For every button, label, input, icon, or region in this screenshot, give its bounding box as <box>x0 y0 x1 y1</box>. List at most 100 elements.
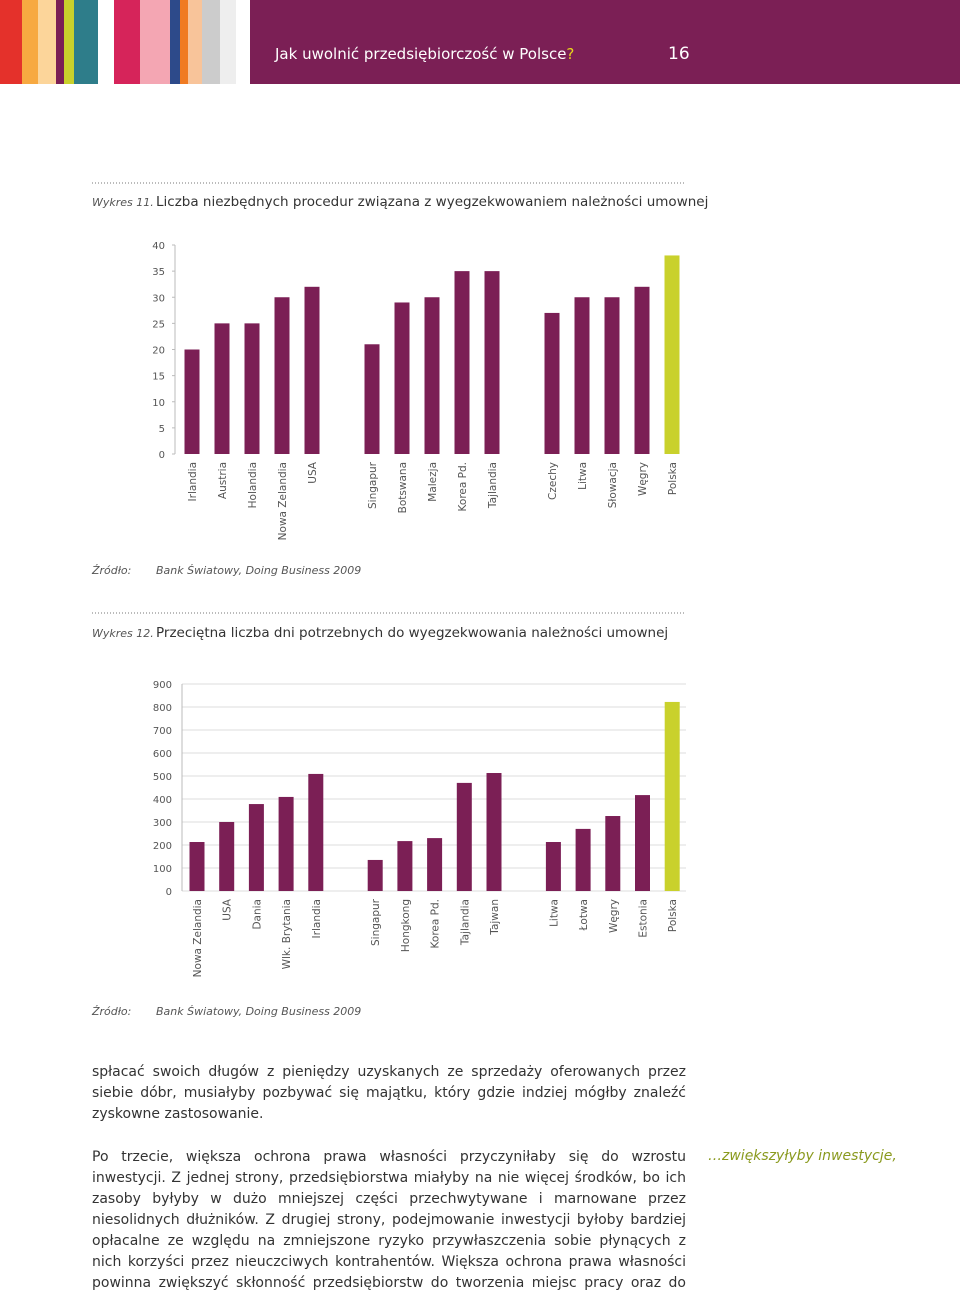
stripe <box>0 0 22 84</box>
x-tick-label: Polska <box>667 462 679 495</box>
x-tick-label: Czechy <box>547 462 559 500</box>
stripe <box>56 0 64 84</box>
x-tick-label: Łotwa <box>578 899 590 931</box>
x-tick-label: USA <box>307 461 319 484</box>
y-tick-label: 15 <box>152 372 165 383</box>
x-tick-label: Irlandia <box>187 462 199 501</box>
y-tick-label: 200 <box>153 841 172 852</box>
side-note: …zwiększyłyby inwestycje, <box>708 1148 897 1164</box>
x-tick-label: Korea Pd. <box>457 462 469 511</box>
x-tick-label: Nowa Zelandia <box>277 462 289 540</box>
bar <box>664 255 680 454</box>
x-tick-label: Węgry <box>608 899 620 933</box>
chart-label: Wykres 12. <box>92 627 154 640</box>
y-tick-label: 5 <box>159 424 165 435</box>
stripe <box>114 0 140 84</box>
bar <box>605 816 621 891</box>
title-mark: ? <box>566 45 575 63</box>
source: Bank Światowy, Doing Business 2009 <box>156 1005 361 1018</box>
paragraph: spłacać swoich długów z pieniędzy uzyska… <box>92 1064 686 1122</box>
y-tick-label: 600 <box>153 749 172 760</box>
bar <box>574 297 590 454</box>
source: Bank Światowy, Doing Business 2009 <box>156 564 361 577</box>
bar <box>394 302 410 454</box>
stripe <box>38 0 56 84</box>
bar <box>604 297 620 454</box>
y-tick-label: 35 <box>152 267 165 278</box>
y-tick-label: 800 <box>153 703 172 714</box>
bar <box>664 701 680 891</box>
x-tick-label: Irlandia <box>311 899 323 938</box>
x-tick-label: Tajlandia <box>459 899 471 946</box>
bar <box>244 323 260 454</box>
bar <box>184 349 200 454</box>
bar <box>397 841 413 891</box>
y-tick-label: 500 <box>153 772 172 783</box>
bar <box>364 344 380 454</box>
bar <box>189 842 205 891</box>
header-title: Jak uwolnić przedsiębiorczość w Polsce? <box>275 45 575 63</box>
y-tick-label: 700 <box>153 726 172 737</box>
bar <box>248 804 264 891</box>
header-band <box>250 0 960 84</box>
x-tick-label: USA <box>222 898 234 921</box>
y-tick-label: 10 <box>152 398 165 409</box>
stripe <box>188 0 202 84</box>
y-tick-label: 0 <box>166 887 172 898</box>
stripe <box>170 0 180 84</box>
stripe <box>98 0 114 84</box>
bar <box>635 795 650 891</box>
x-tick-label: Tajwan <box>489 899 501 936</box>
bar <box>634 286 650 454</box>
x-tick-label: Korea Pd. <box>430 899 442 948</box>
bar <box>575 828 591 891</box>
page-number: 16 <box>668 44 690 64</box>
stripe <box>22 0 38 84</box>
y-tick-label: 100 <box>153 864 172 875</box>
x-tick-label: Malezja <box>427 462 439 502</box>
x-tick-label: Nowa Zelandia <box>192 899 204 977</box>
y-tick-label: 40 <box>152 241 165 252</box>
x-tick-label: Holandia <box>247 462 259 508</box>
bar <box>486 773 502 891</box>
y-tick-label: 0 <box>159 450 165 461</box>
x-tick-label: Tajlandia <box>487 462 499 509</box>
bar <box>274 297 290 454</box>
x-tick-label: Estonia <box>638 899 650 938</box>
bar <box>424 297 440 454</box>
y-tick-label: 25 <box>152 319 165 330</box>
paragraph: Po trzecie, większa ochrona prawa własno… <box>92 1149 686 1291</box>
stripe <box>74 0 98 84</box>
bar <box>308 773 324 891</box>
y-tick-label: 300 <box>153 818 172 829</box>
bar <box>456 782 472 891</box>
stripe <box>140 0 170 84</box>
x-tick-label: Wlk. Brytania <box>281 899 293 969</box>
x-tick-label: Słowacja <box>607 462 619 508</box>
x-tick-label: Botswana <box>397 462 409 513</box>
stripe <box>220 0 236 84</box>
x-tick-label: Hongkong <box>400 899 412 952</box>
x-tick-label: Singapur <box>370 898 382 946</box>
x-tick-label: Polska <box>667 899 679 932</box>
chart-title: Przeciętna liczba dni potrzebnych do wye… <box>156 625 668 641</box>
source-label: Źródło: <box>91 1005 131 1018</box>
x-tick-label: Austria <box>217 462 229 499</box>
bar <box>214 323 230 454</box>
x-tick-label: Dania <box>251 899 263 930</box>
y-tick-label: 900 <box>153 680 172 691</box>
y-tick-label: 20 <box>152 346 165 357</box>
bar <box>304 286 320 454</box>
x-tick-label: Singapur <box>367 461 379 509</box>
y-tick-label: 30 <box>152 293 165 304</box>
bar <box>219 822 235 891</box>
chart-title: Liczba niezbędnych procedur związana z w… <box>156 194 708 210</box>
bar <box>278 796 294 891</box>
bar <box>544 312 560 454</box>
stripe <box>180 0 188 84</box>
bar <box>454 271 470 454</box>
bar <box>427 838 443 891</box>
x-tick-label: Litwa <box>577 462 589 490</box>
